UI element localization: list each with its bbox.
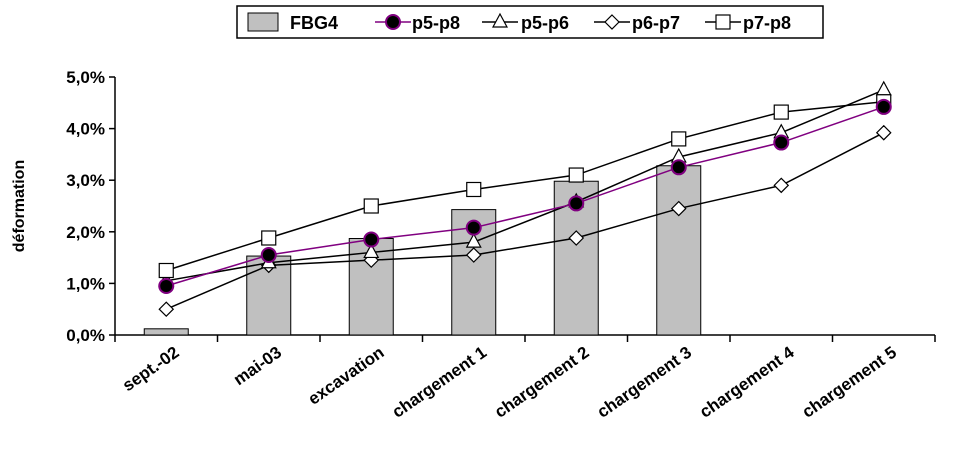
marker-circle <box>875 98 892 115</box>
legend-item: FBG4 <box>247 12 338 33</box>
marker-diamond <box>875 124 892 141</box>
marker-triangle <box>875 80 892 96</box>
legend-item: p5-p8 <box>375 13 460 33</box>
legend-swatch <box>247 12 279 32</box>
legend-label: p6-p7 <box>632 13 680 33</box>
x-tick-label: sept.-02 <box>119 343 183 395</box>
marker-circle <box>260 247 277 264</box>
marker-square <box>715 14 731 30</box>
bar <box>143 328 189 336</box>
y-tick-label: 0,0% <box>66 326 105 345</box>
legend: FBG4 p5-p8 p5-p6 p6-p7 p7-p8 <box>236 5 824 39</box>
x-tick-label: chargement 5 <box>799 343 900 422</box>
legend-label: FBG4 <box>290 13 338 33</box>
y-tick-label: 5,0% <box>66 68 105 87</box>
marker-triangle <box>363 243 380 259</box>
marker-diamond <box>773 177 790 194</box>
y-tick-label: 2,0% <box>66 223 105 242</box>
y-tick-label: 3,0% <box>66 171 105 190</box>
legend-item: p5-p6 <box>482 12 569 33</box>
marker-square <box>261 230 277 246</box>
x-tick-label: excavation <box>305 343 388 409</box>
series-line <box>165 132 885 310</box>
x-tick-label: chargement 4 <box>696 342 798 421</box>
y-axis-title: déformation <box>11 160 28 252</box>
marker-square <box>568 167 584 183</box>
marker-circle <box>363 231 380 248</box>
marker-diamond <box>568 230 585 246</box>
y-tick-label: 4,0% <box>66 120 105 139</box>
marker-diamond <box>465 247 482 263</box>
legend-item: p6-p7 <box>594 13 680 33</box>
marker-circle <box>670 159 687 176</box>
legend-label: p7-p8 <box>743 13 791 33</box>
x-tick-label: chargement 2 <box>491 343 592 422</box>
x-axis: sept.-02 mai-03 excavation chargement 1 char… <box>114 334 936 422</box>
bar <box>656 165 702 336</box>
y-axis: 0,0% 1,0% 2,0% 3,0% 4,0% 5,0% <box>66 68 116 345</box>
legend-label: p5-p6 <box>521 13 569 33</box>
marker-circle <box>465 219 482 236</box>
marker-square <box>773 104 789 120</box>
marker-square <box>363 198 379 214</box>
marker-triangle <box>491 12 509 28</box>
series-line <box>166 106 884 287</box>
y-tick-label: 1,0% <box>66 274 105 293</box>
marker-diamond <box>604 14 620 30</box>
legend-item: p7-p8 <box>705 13 791 33</box>
marker-circle <box>773 134 790 151</box>
legend-label: p5-p8 <box>412 13 460 33</box>
line-series <box>158 80 892 318</box>
marker-diamond <box>158 301 175 318</box>
series-line <box>166 101 884 272</box>
marker-circle <box>158 277 175 294</box>
series-p7-p8 <box>158 94 892 279</box>
x-tick-label: chargement 3 <box>594 343 695 422</box>
marker-circle <box>385 14 401 30</box>
marker-square <box>466 181 482 198</box>
marker-diamond <box>670 200 687 217</box>
marker-circle <box>568 195 585 212</box>
marker-triangle <box>465 232 482 248</box>
bar-series <box>143 165 702 336</box>
marker-square <box>671 131 687 147</box>
x-tick-label: mai-03 <box>230 343 285 389</box>
marker-square <box>158 262 174 279</box>
series-p5-p8 <box>158 98 892 294</box>
x-tick-label: chargement 1 <box>389 343 490 422</box>
series-line <box>166 89 885 282</box>
